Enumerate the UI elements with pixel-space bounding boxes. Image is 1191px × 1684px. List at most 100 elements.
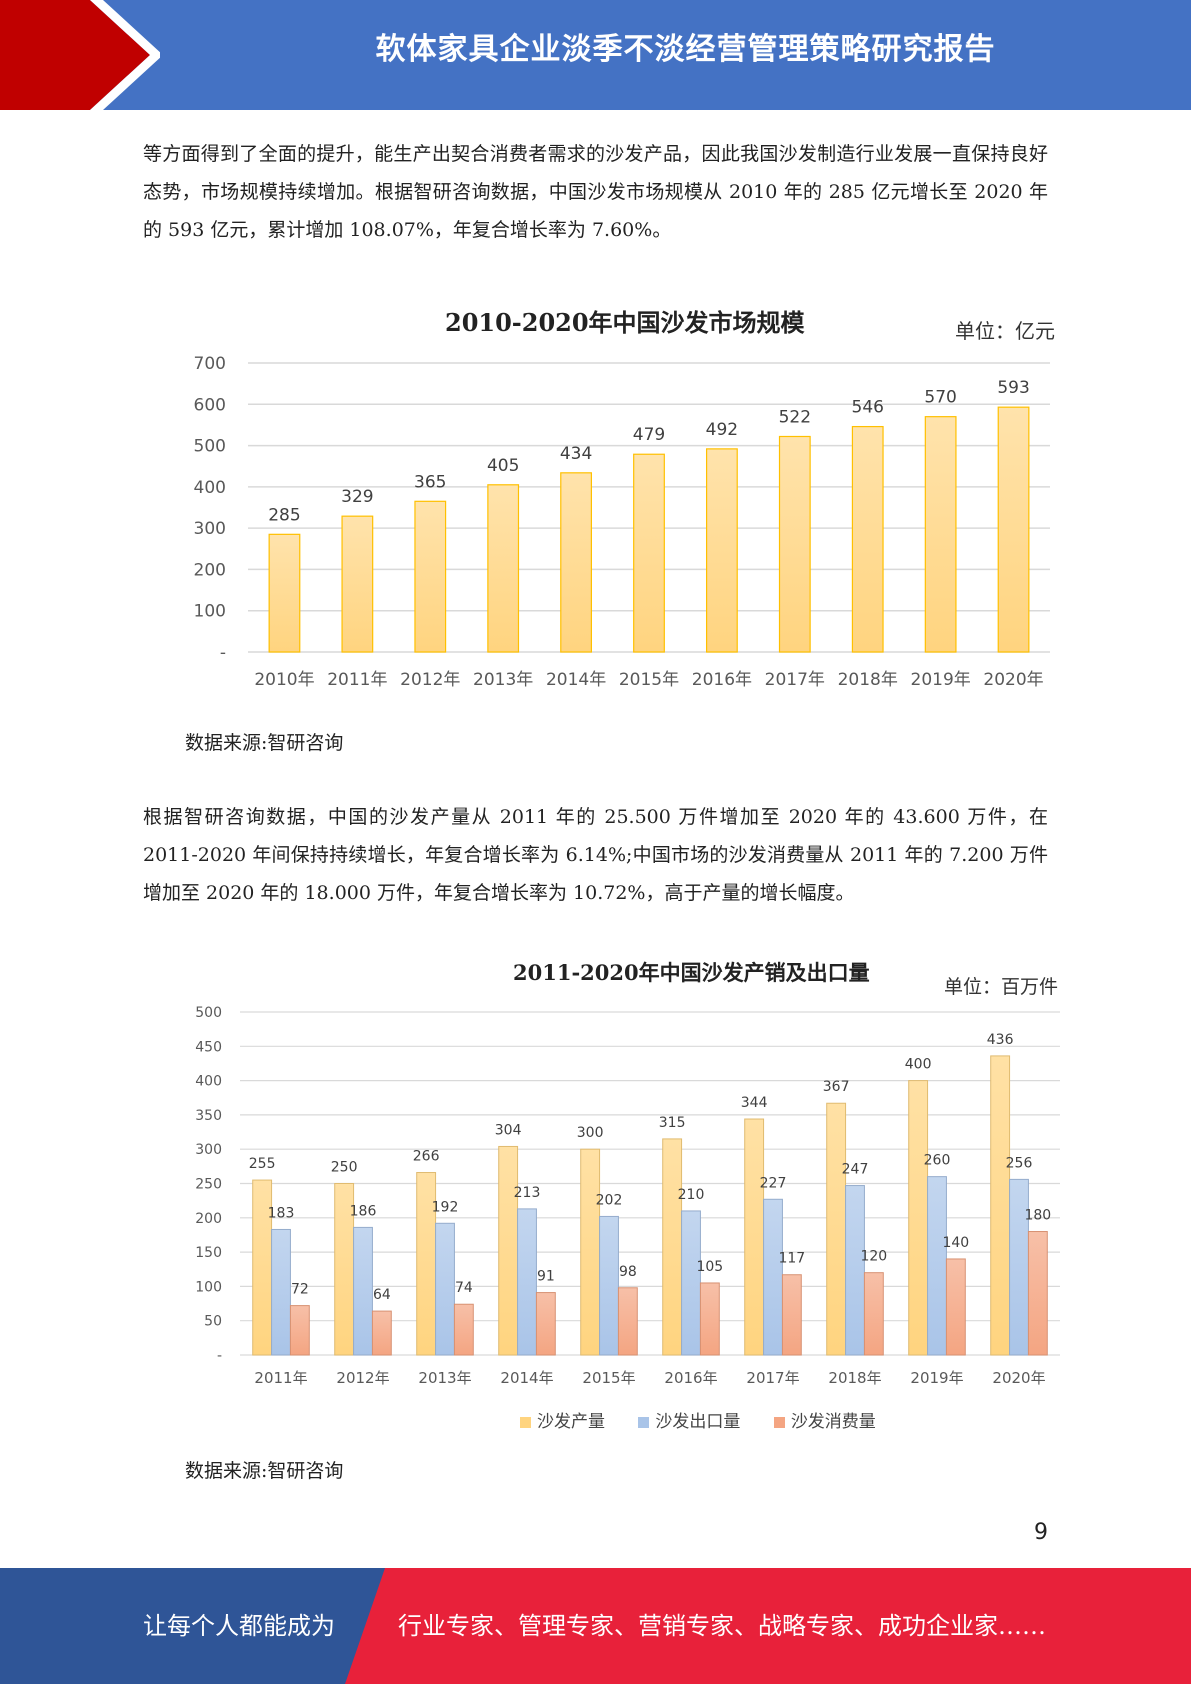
chart2-data-label: 186 — [350, 1203, 377, 1219]
chart1-bar — [851, 425, 884, 653]
chart1-data-label: 593 — [997, 378, 1029, 398]
chart2-ytick-label: 50 — [204, 1314, 222, 1330]
chart1-unit: 单位：亿元 — [955, 319, 1055, 343]
chart1-ytick-label: 100 — [194, 602, 226, 622]
chart1-bar — [487, 484, 520, 653]
chart1-data-label: 365 — [414, 472, 446, 492]
chart2-data-label: 120 — [860, 1249, 887, 1265]
chart2-bar-series-1 — [517, 1208, 537, 1356]
chart2-plot: - 50 100 150 200 250 300 350 400 450 500 255 183 72 20… — [195, 1005, 1060, 1387]
chart2-bar-series-1 — [435, 1222, 455, 1356]
chart2-bar-series-2 — [1027, 1231, 1048, 1356]
chart2-bar-series-2 — [863, 1272, 884, 1356]
chart2-data-label: 400 — [905, 1057, 932, 1073]
chart2-ytick-label: 200 — [195, 1211, 222, 1227]
chart2-data-label: 367 — [823, 1079, 850, 1095]
chart2-data-label: 227 — [760, 1175, 787, 1191]
chart2-bar-series-1 — [599, 1215, 619, 1356]
chart1-bar — [705, 448, 738, 653]
chart1-xtick-label: 2019年 — [911, 670, 971, 690]
chart1-xtick-label: 2020年 — [983, 670, 1043, 690]
chart1-data-label: 479 — [633, 425, 665, 445]
legend-item-export: 沙发出口量 — [638, 1407, 740, 1432]
chart2-bar-series-0 — [826, 1102, 847, 1356]
chart1-ytick-label: 200 — [194, 560, 226, 580]
chart2-bar-series-2 — [945, 1258, 966, 1356]
chart2-bar-series-1 — [353, 1226, 373, 1356]
chart1-bar — [268, 533, 301, 653]
report-title: 软体家具企业淡季不淡经营管理策略研究报告 — [375, 32, 996, 67]
chart2-data-label: 183 — [268, 1205, 295, 1221]
source-note-2: 数据来源:智研咨询 — [185, 1460, 344, 1482]
footer-slogan: 让每个人都能成为 — [143, 1612, 335, 1640]
chart2-bar-series-0 — [580, 1148, 601, 1356]
chart2-bar-series-1 — [845, 1185, 865, 1356]
market-size-chart: 2010-2020年中国沙发市场规模 单位：亿元 - 100 200 300 400 50… — [180, 295, 1070, 705]
chart1-xtick-label: 2013年 — [473, 670, 533, 690]
chart2-ytick-label: 150 — [195, 1245, 222, 1261]
chart2-bar-series-0 — [908, 1080, 929, 1356]
chart2-bar-series-1 — [927, 1176, 947, 1356]
chart2-bar-series-1 — [1009, 1178, 1029, 1356]
chart2-bar-series-0 — [498, 1145, 519, 1356]
legend-label-consumption: 沙发消费量 — [790, 1412, 876, 1432]
chart2-bar-series-1 — [271, 1228, 291, 1356]
chart2-legend: 沙发产量 沙发出口量 沙发消费量 — [520, 1407, 904, 1432]
chart2-data-label: 247 — [842, 1162, 869, 1178]
legend-item-consumption: 沙发消费量 — [773, 1407, 876, 1432]
chart1-plot: - 100 200 300 400 500 600 700 285 2010年 329 2011年 36… — [194, 354, 1050, 690]
chart2-data-label: 344 — [741, 1095, 768, 1111]
page-number: 9 — [1034, 1520, 1048, 1545]
chart2-bar-series-0 — [990, 1055, 1011, 1356]
chart2-bar-series-2 — [371, 1310, 392, 1356]
chart2-bar-series-1 — [681, 1210, 701, 1356]
footer-background — [0, 1568, 1191, 1684]
chart1-ytick-label: 500 — [194, 437, 226, 457]
report-header: 软体家具企业淡季不淡经营管理策略研究报告 — [0, 0, 1191, 110]
chart2-bar-series-2 — [453, 1303, 474, 1356]
chart2-ytick-label: 450 — [195, 1039, 222, 1055]
chart2-bar-series-2 — [535, 1292, 556, 1356]
chart2-ytick-label: 400 — [195, 1074, 222, 1090]
production-paragraph: 根据智研咨询数据，中国的沙发产量从 2011 年的 25.500 万件增加至 2… — [143, 806, 1048, 904]
chart1-xtick-label: 2014年 — [546, 670, 606, 690]
chart1-bar — [924, 416, 957, 653]
chart2-bar-series-2 — [699, 1282, 720, 1356]
chart2-data-label: 260 — [924, 1153, 951, 1169]
chart2-data-label: 98 — [619, 1264, 637, 1280]
chart2-data-label: 300 — [577, 1125, 604, 1141]
chart2-bar-series-2 — [617, 1287, 638, 1356]
chart1-ytick-label: 300 — [194, 519, 226, 539]
chart1-bar — [414, 500, 447, 653]
production-sales-chart: 2011-2020年中国沙发产销及出口量 单位：百万件 - 50 100 150 200… — [180, 955, 1070, 1432]
chart1-data-label: 522 — [779, 407, 811, 427]
chart2-bar-series-0 — [744, 1118, 765, 1356]
chart2-data-label: 213 — [514, 1185, 541, 1201]
chart1-ytick-label: 600 — [194, 395, 226, 415]
chart2-data-label: 105 — [696, 1259, 723, 1275]
chart2-data-label: 202 — [596, 1192, 623, 1208]
chart1-xtick-label: 2012年 — [400, 670, 460, 690]
chart2-xtick-label: 2018年 — [828, 1369, 881, 1387]
chart2-xtick-label: 2012年 — [336, 1369, 389, 1387]
chart2-xtick-label: 2015年 — [582, 1369, 635, 1387]
chart2-data-label: 74 — [455, 1280, 473, 1296]
chart2-ytick-label: 500 — [195, 1005, 222, 1021]
chart1-bar — [778, 435, 811, 653]
chart1-xtick-label: 2018年 — [838, 670, 898, 690]
chart1-ytick-label: 700 — [194, 354, 226, 374]
legend-swatch-production — [520, 1416, 531, 1428]
chart2-title: 2011-2020年中国沙发产销及出口量 — [513, 960, 870, 985]
legend-swatch-consumption — [773, 1416, 785, 1428]
chart2-data-label: 210 — [678, 1187, 705, 1203]
chart1-ytick-label: 400 — [194, 478, 226, 498]
legend-item-production: 沙发产量 — [520, 1407, 605, 1432]
chart2-ytick-label: 100 — [195, 1279, 222, 1295]
legend-label-production: 沙发产量 — [537, 1412, 605, 1432]
chart2-data-label: 255 — [249, 1156, 276, 1172]
chart1-xtick-label: 2016年 — [692, 670, 752, 690]
chart1-title: 2010-2020年中国沙发市场规模 — [445, 308, 805, 337]
footer-roles: 行业专家、管理专家、营销专家、战略专家、成功企业家…… — [398, 1612, 1046, 1640]
chart2-bar-series-1 — [763, 1198, 783, 1356]
chart2-data-label: 64 — [373, 1287, 391, 1303]
